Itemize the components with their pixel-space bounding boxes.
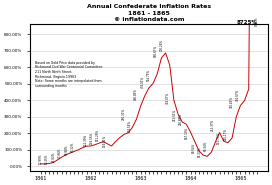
Text: 80.54%: 80.54% [191,142,196,153]
Text: 13.25%: 13.25% [45,154,49,164]
Text: 155.17%: 155.17% [223,128,227,140]
Text: 660.67%: 660.67% [153,45,157,57]
Text: 47.86%: 47.86% [58,148,62,158]
Text: 280.31%: 280.31% [122,108,125,120]
Text: 12.99%: 12.99% [39,153,43,164]
Text: 1865: 1865 [234,176,247,181]
Text: Based on Gold Price data provided by
Richmond Civil War Centennial Committee
211: Based on Gold Price data provided by Ric… [35,61,102,88]
Text: 250.88%: 250.88% [179,113,183,125]
Text: 8725%: 8725% [236,20,257,25]
Text: 90.34%: 90.34% [204,141,208,151]
Text: 151.29%: 151.29% [96,129,100,141]
Text: 131.73%: 131.73% [217,132,221,144]
Text: 1862: 1862 [85,176,97,181]
Text: 21.82%: 21.82% [52,152,55,162]
Text: 204.54%: 204.54% [128,120,132,132]
Text: 474.01%: 474.01% [141,76,145,88]
Text: 374.07%: 374.07% [166,92,170,104]
Text: 350.43%: 350.43% [230,96,234,108]
Text: 392.67%: 392.67% [236,89,240,101]
Text: 8725%: 8725% [255,16,259,26]
Text: 167.10%: 167.10% [185,126,189,139]
Text: 1863: 1863 [134,176,147,181]
Text: 1864: 1864 [184,176,197,181]
Text: 122.39%: 122.39% [83,134,87,146]
Text: 116.61%: 116.61% [103,134,106,147]
Text: 514.75%: 514.75% [147,69,151,81]
Title: Annual Confederate Inflation Rates
1861 - 1865
© inflationdata.com: Annual Confederate Inflation Rates 1861 … [87,4,211,22]
Text: 212.37%: 212.37% [211,119,215,131]
Text: 53.33%: 53.33% [198,147,202,157]
Text: 69.88%: 69.88% [64,144,68,154]
Text: 272.61%: 272.61% [172,109,176,121]
Text: 400.06%: 400.06% [134,88,138,100]
Text: 1861: 1861 [35,176,47,181]
Text: 700.26%: 700.26% [160,38,164,51]
Text: 136.56%: 136.56% [90,131,94,144]
Text: 85.32%: 85.32% [71,142,75,152]
